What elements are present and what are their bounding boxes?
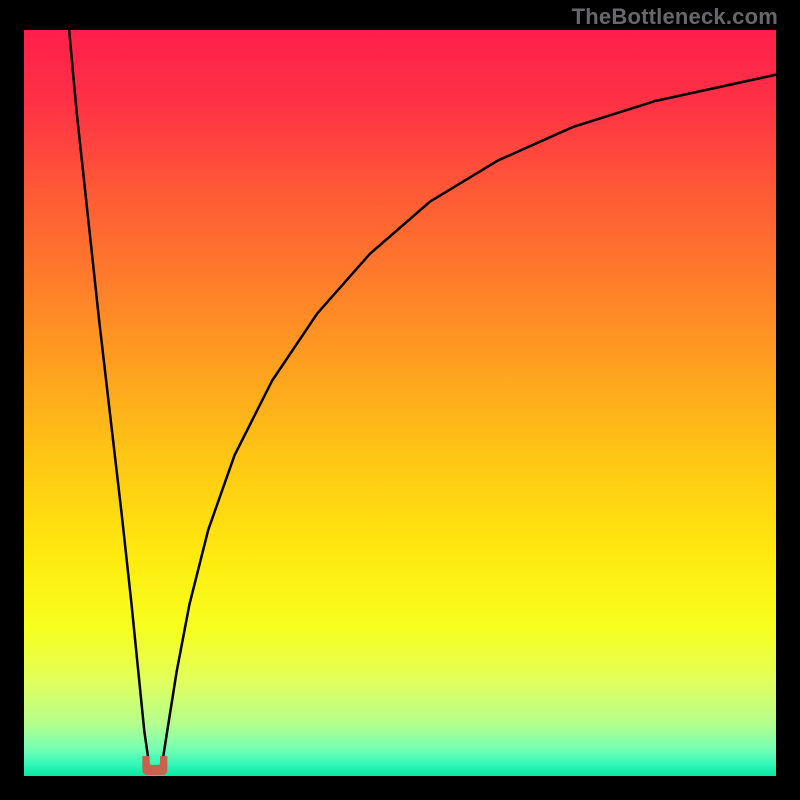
chart-svg — [24, 30, 776, 776]
watermark-text: TheBottleneck.com — [572, 4, 778, 30]
plot-area — [24, 30, 776, 776]
chart-container: TheBottleneck.com — [0, 0, 800, 800]
